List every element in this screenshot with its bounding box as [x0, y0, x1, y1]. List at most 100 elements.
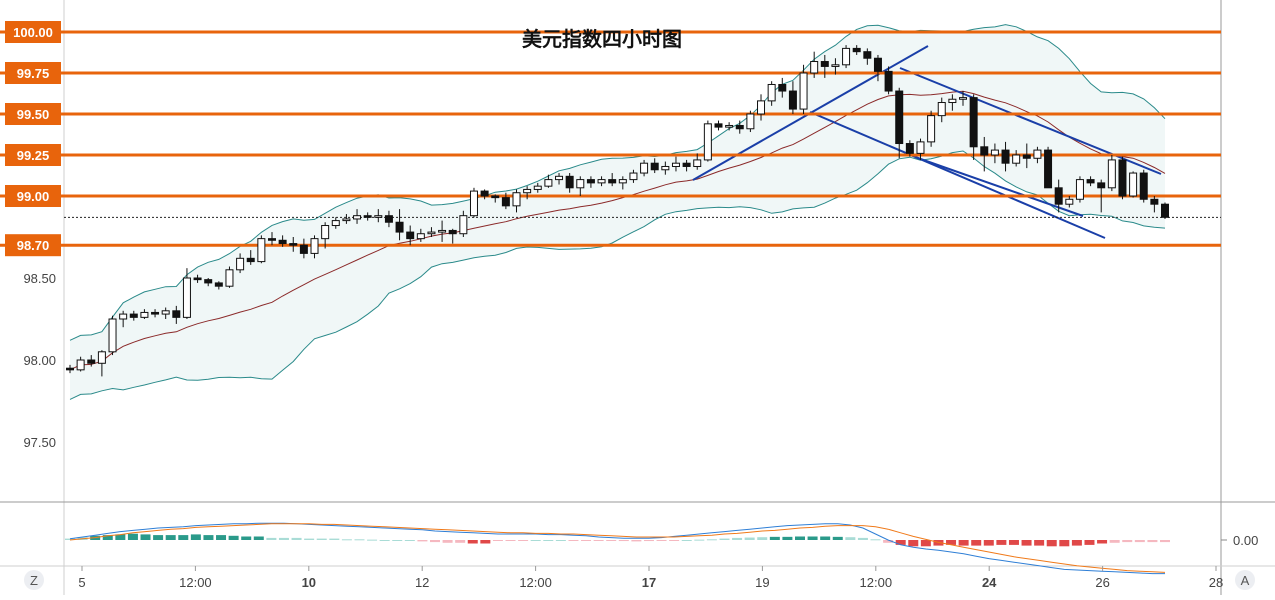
- candle-body: [937, 102, 946, 117]
- chart-title: 美元指数四小时图: [522, 27, 682, 51]
- candle: [757, 94, 766, 121]
- macd-histogram-bar: [618, 540, 629, 542]
- candle-body: [151, 311, 160, 315]
- candle-body: [416, 233, 425, 240]
- candle: [1033, 146, 1042, 164]
- macd-histogram-bar: [769, 536, 780, 540]
- candle-body: [990, 149, 999, 156]
- zoom-icon[interactable]: Z: [30, 573, 38, 588]
- auto-scale-icon[interactable]: A: [1241, 573, 1250, 588]
- candle: [555, 173, 564, 185]
- macd-histogram-bar: [241, 536, 252, 540]
- candle: [1086, 176, 1095, 187]
- candle-body: [1150, 198, 1159, 205]
- macd-histogram-bar: [555, 540, 566, 541]
- auto-scale-button-bg[interactable]: [1235, 570, 1255, 590]
- candle-body: [1065, 198, 1074, 205]
- macd-histogram-bar: [593, 540, 604, 541]
- zoom-button[interactable]: Z: [24, 570, 44, 590]
- candle: [140, 309, 149, 319]
- candle-body: [182, 277, 191, 318]
- candle-body: [586, 179, 595, 184]
- candle: [491, 194, 500, 203]
- macd-histogram-bar: [782, 536, 793, 540]
- candle: [937, 97, 946, 123]
- macd-histogram-bar: [216, 535, 227, 540]
- candle-body: [193, 277, 202, 281]
- candle: [948, 94, 957, 111]
- candle-body: [703, 123, 712, 161]
- candle: [735, 120, 744, 134]
- macd-histogram-bar: [367, 539, 378, 541]
- candle: [151, 309, 160, 318]
- candle-body: [1107, 159, 1116, 189]
- candle: [1150, 196, 1159, 213]
- zoom-button-bg[interactable]: [24, 570, 44, 590]
- candle: [1107, 155, 1116, 192]
- candle: [576, 176, 585, 196]
- macd-histogram-bar: [102, 535, 113, 540]
- bollinger-bands: [69, 24, 1166, 400]
- candle: [172, 305, 181, 324]
- macd-histogram-bar: [1084, 540, 1095, 545]
- macd-histogram-bar: [1071, 540, 1082, 546]
- candle-body: [119, 313, 128, 320]
- candle: [1012, 150, 1021, 167]
- x-tick-label: 12: [415, 575, 429, 590]
- macd-tick-label: 0.00: [1233, 533, 1258, 548]
- macd-histogram-bar: [681, 540, 692, 541]
- candle-body: [363, 215, 372, 218]
- candle-body: [788, 90, 797, 110]
- candle-body: [480, 190, 489, 197]
- candle-body: [1161, 203, 1169, 218]
- candle-body: [406, 231, 415, 240]
- candle-body: [544, 179, 553, 187]
- macd-histogram-bar: [404, 540, 415, 541]
- macd-histogram-bar: [694, 539, 705, 541]
- macd-histogram-bar: [606, 540, 617, 541]
- candle-body: [140, 311, 149, 318]
- macd-histogram-bar: [341, 539, 352, 541]
- macd-histogram-bar: [1109, 540, 1120, 543]
- macd-histogram-bar: [190, 534, 201, 540]
- candle-body: [555, 175, 564, 181]
- macd-histogram-bar: [467, 540, 478, 544]
- candle: [321, 222, 330, 249]
- candle: [778, 77, 787, 98]
- candle-body: [640, 162, 649, 174]
- bollinger-middle-line: [69, 90, 1166, 371]
- candle-body: [714, 123, 723, 128]
- level-label: 99.75: [17, 66, 50, 81]
- candle: [1044, 146, 1053, 189]
- candle: [1075, 176, 1084, 203]
- candle: [916, 138, 925, 160]
- level-label-box: [5, 234, 61, 257]
- level-label-box: [5, 21, 61, 43]
- macd-histogram-bar: [732, 537, 743, 540]
- auto-scale-button[interactable]: A: [1235, 570, 1255, 590]
- candle-body: [236, 257, 245, 271]
- candle: [671, 156, 680, 172]
- macd-histogram-bar: [983, 540, 994, 546]
- candle: [597, 176, 606, 187]
- candle-body: [873, 57, 882, 72]
- candle-body: [884, 70, 893, 92]
- macd-histogram-bar: [417, 540, 428, 542]
- candle: [257, 235, 266, 264]
- y-tick-label: 97.50: [23, 435, 56, 450]
- candle: [629, 169, 638, 183]
- candle: [76, 356, 85, 372]
- candle-body: [214, 282, 223, 287]
- candle: [384, 210, 393, 228]
- candle-body: [895, 90, 904, 145]
- candle: [342, 214, 351, 224]
- level-label: 99.50: [17, 107, 50, 122]
- candle-body: [66, 367, 74, 371]
- candle-body: [448, 229, 457, 235]
- x-tick-label: 19: [755, 575, 769, 590]
- x-tick-label: 12:00: [519, 575, 552, 590]
- bollinger-fill: [70, 24, 1165, 400]
- candle-body: [257, 238, 266, 263]
- candle-body: [725, 124, 734, 128]
